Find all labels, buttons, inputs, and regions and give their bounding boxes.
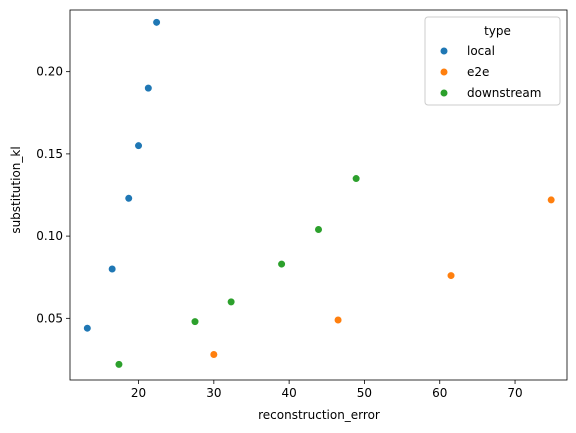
y-tick-label: 0.10 <box>36 229 63 243</box>
x-tick-label: 30 <box>206 386 221 400</box>
point-downstream <box>227 297 236 306</box>
point-local <box>108 264 117 274</box>
point-e2e <box>547 195 556 205</box>
legend-marker-downstream <box>439 88 449 98</box>
legend-label-downstream: downstream <box>467 86 541 100</box>
x-tick-label: 20 <box>131 386 146 400</box>
legend-title: type <box>484 24 511 38</box>
x-tick-label: 70 <box>507 386 522 400</box>
point-downstream <box>114 360 124 369</box>
legend-marker-e2e <box>439 67 449 77</box>
data-points <box>83 18 556 369</box>
point-local <box>124 194 133 203</box>
x-tick-label: 50 <box>357 386 372 400</box>
legend-marker-local <box>439 46 449 56</box>
point-local <box>144 84 153 93</box>
plot-area <box>69 9 568 381</box>
point-downstream <box>314 225 323 234</box>
legend-label-local: local <box>467 44 495 58</box>
point-local <box>152 18 161 27</box>
legend-label-e2e: e2e <box>467 65 489 79</box>
x-axis: 20 30 40 50 60 70 <box>131 380 523 400</box>
x-tick-label: 40 <box>281 386 296 400</box>
x-axis-label: reconstruction_error <box>258 408 380 422</box>
y-tick-label: 0.05 <box>36 311 63 325</box>
y-tick-label: 0.20 <box>36 65 63 79</box>
x-tick-label: 60 <box>432 386 447 400</box>
point-downstream <box>277 259 286 269</box>
point-local <box>83 324 92 333</box>
point-e2e <box>209 350 218 359</box>
point-local <box>134 141 143 150</box>
point-e2e <box>446 271 456 280</box>
point-e2e <box>333 315 343 325</box>
y-axis-label: substitution_kl <box>9 146 23 233</box>
y-tick-label: 0.15 <box>36 147 63 161</box>
legend-box <box>424 16 561 106</box>
plot-frame <box>69 9 568 381</box>
legend: type local e2e downstream <box>424 16 561 106</box>
point-downstream <box>352 174 361 183</box>
point-downstream <box>190 317 200 326</box>
y-axis: 0.05 0.10 0.15 0.20 <box>36 65 70 325</box>
